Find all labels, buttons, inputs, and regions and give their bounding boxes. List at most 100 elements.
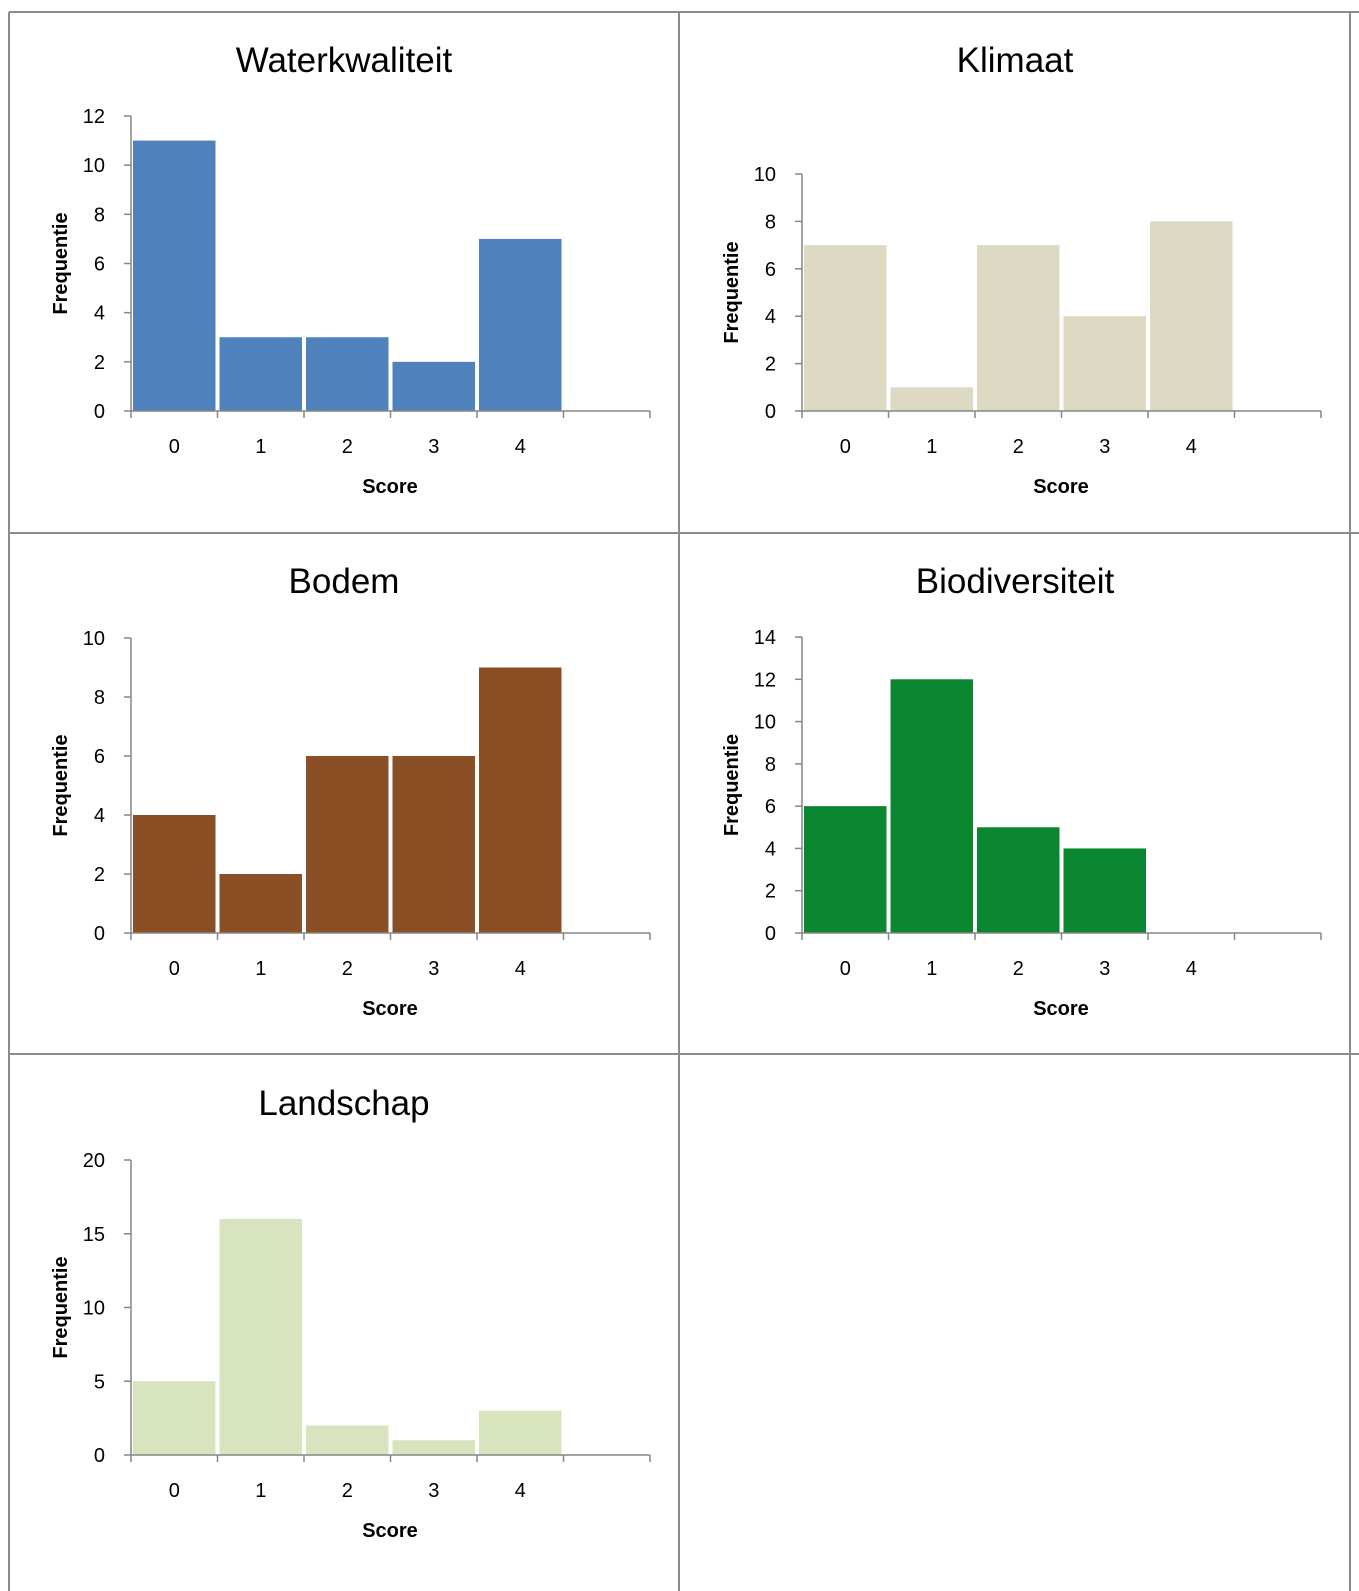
x-tick-label: 3 [1099,436,1110,458]
x-axis-title: Score [362,476,418,498]
y-tick-label: 4 [94,303,105,325]
bar-0 [133,815,216,933]
y-tick-label: 20 [83,1150,105,1172]
y-axis-title: Frequentie [721,241,743,343]
x-tick-label: 4 [515,1480,526,1502]
chart-title: Waterkwaliteit [236,41,453,80]
bar-0 [133,140,216,412]
y-axis-title: Frequentie [721,734,743,836]
bar-1 [219,337,302,411]
y-tick-label: 0 [94,401,105,423]
y-axis-title: Frequentie [50,1256,72,1358]
table-frame [8,11,1359,1591]
y-axis-title: Frequentie [50,734,72,836]
x-tick-label: 1 [255,958,266,980]
bar-3 [1063,848,1146,933]
bar-2 [977,245,1060,411]
x-tick-label: 3 [428,436,439,458]
y-tick-label: 10 [754,712,776,734]
chart-klimaat: Klimaat 0 2 4 6 8 10 0 1 2 3 4 Score Frequentie [721,41,1322,498]
chart-title: Bodem [289,562,400,601]
x-tick-label: 1 [926,436,937,458]
bar-1 [219,1219,302,1455]
y-tick-label: 0 [94,1445,105,1467]
y-tick-label: 10 [754,164,776,186]
x-tick-label: 1 [255,1480,266,1502]
y-tick-label: 12 [83,106,105,128]
x-tick-label: 0 [169,958,180,980]
bar-2 [977,827,1060,933]
y-axis-title: Frequentie [50,212,72,314]
chart-title: Klimaat [957,41,1074,80]
bar-3 [392,361,475,411]
y-tick-label: 8 [94,204,105,226]
y-tick-label: 10 [83,155,105,177]
x-tick-label: 2 [1013,436,1024,458]
y-tick-label: 8 [765,754,776,776]
bar-4 [1150,221,1233,411]
bar-2 [306,337,389,411]
x-tick-label: 1 [926,958,937,980]
bar-0 [804,245,887,411]
x-tick-label: 4 [515,436,526,458]
y-tick-label: 4 [765,306,776,328]
y-tick-label: 14 [754,627,776,649]
y-tick-label: 8 [765,211,776,233]
x-tick-label: 2 [342,1480,353,1502]
y-tick-label: 12 [754,669,776,691]
x-tick-label: 0 [169,1480,180,1502]
x-tick-label: 1 [255,436,266,458]
x-tick-label: 2 [342,436,353,458]
y-tick-label: 6 [94,254,105,276]
bar-1 [890,679,973,933]
x-axis-title: Score [1033,476,1089,498]
y-tick-label: 6 [765,796,776,818]
y-tick-label: 4 [94,805,105,827]
y-tick-label: 5 [94,1371,105,1393]
bar-2 [306,756,389,933]
bar-4 [479,667,562,933]
x-tick-label: 3 [428,1480,439,1502]
bar-1 [890,387,973,411]
y-tick-label: 10 [83,628,105,650]
x-axis-title: Score [362,1520,418,1542]
bar-2 [306,1425,389,1455]
bar-3 [392,1440,475,1455]
y-tick-label: 6 [94,746,105,768]
x-tick-label: 2 [342,958,353,980]
y-tick-label: 4 [765,838,776,860]
bar-0 [804,806,887,933]
y-tick-label: 10 [83,1298,105,1320]
y-tick-label: 2 [765,354,776,376]
bar-3 [1063,316,1146,411]
y-tick-label: 6 [765,259,776,281]
x-tick-label: 0 [169,436,180,458]
y-tick-label: 2 [94,352,105,374]
chart-landschap: Landschap 0 5 10 15 20 0 1 2 3 4 Score Frequentie [50,1084,651,1542]
chart-bodem: Bodem 0 2 4 6 8 10 0 1 2 3 4 Score Frequentie [50,562,651,1020]
bar-3 [392,756,475,933]
y-tick-label: 2 [765,881,776,903]
chart-title: Biodiversiteit [916,562,1115,601]
x-tick-label: 4 [515,958,526,980]
x-tick-label: 0 [840,436,851,458]
y-tick-label: 8 [94,687,105,709]
bar-4 [479,1410,562,1455]
x-tick-label: 0 [840,958,851,980]
y-tick-label: 0 [94,923,105,945]
bar-0 [133,1381,216,1455]
x-axis-title: Score [362,998,418,1020]
chart-title: Landschap [258,1084,429,1123]
x-tick-label: 3 [428,958,439,980]
y-tick-label: 2 [94,864,105,886]
x-axis-title: Score [1033,998,1089,1020]
x-tick-label: 4 [1186,436,1197,458]
y-tick-label: 0 [765,923,776,945]
x-tick-label: 3 [1099,958,1110,980]
x-tick-label: 4 [1186,958,1197,980]
y-tick-label: 0 [765,401,776,423]
y-tick-label: 15 [83,1224,105,1246]
